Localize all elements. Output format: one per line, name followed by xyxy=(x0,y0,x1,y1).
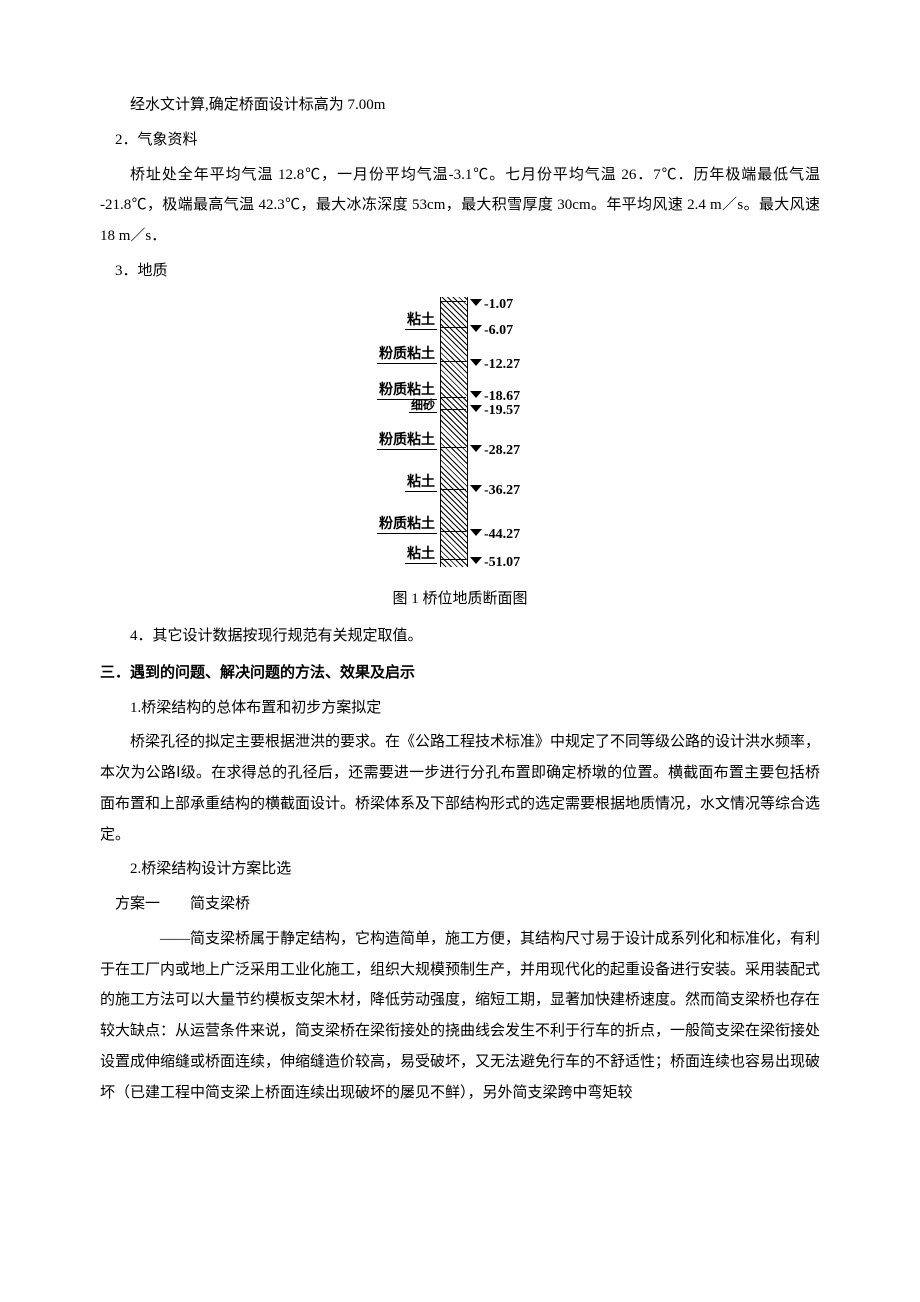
marker-icon xyxy=(470,557,482,564)
geology-figure: -1.07 粘土 -6.07 粉质粘土 -12.27 粉质粘土 -18.67 细… xyxy=(100,297,820,579)
depth-label: -12.27 xyxy=(470,357,520,374)
depth-label: -44.27 xyxy=(470,527,520,544)
paragraph-hydro: 经水文计算,确定桥面设计标高为 7.00m xyxy=(100,90,820,121)
soil-name-label: 粘土 xyxy=(405,547,437,565)
paragraph-scheme-1: ——简支梁桥属于静定结构，它构造简单，施工方便，其结构尺寸易于设计成系列化和标准… xyxy=(100,924,820,1109)
depth-label: -6.07 xyxy=(470,323,513,340)
page-content: 经水文计算,确定桥面设计标高为 7.00m 2．气象资料 桥址处全年平均气温 1… xyxy=(0,0,920,1152)
paragraph-other-data: 4．其它设计数据按现行规范有关规定取值。 xyxy=(100,621,820,652)
marker-icon xyxy=(470,405,482,412)
layer-boundary xyxy=(440,397,466,398)
marker-icon xyxy=(470,359,482,366)
scheme-1-title: 方案一 简支梁桥 xyxy=(100,889,820,920)
soil-column-strip xyxy=(440,297,468,567)
soil-name-label: 粉质粘土 xyxy=(377,347,437,365)
depth-label: -36.27 xyxy=(470,483,520,500)
heading-climate: 2．气象资料 xyxy=(100,125,820,156)
soil-name-label: 细砂 xyxy=(409,398,437,413)
marker-icon xyxy=(470,445,482,452)
marker-icon xyxy=(470,325,482,332)
geology-column-diagram: -1.07 粘土 -6.07 粉质粘土 -12.27 粉质粘土 -18.67 细… xyxy=(330,297,590,567)
heading-geology: 3．地质 xyxy=(100,256,820,287)
depth-label: -51.07 xyxy=(470,555,520,572)
layer-boundary xyxy=(440,447,466,448)
depth-label: -19.57 xyxy=(470,403,520,420)
marker-icon xyxy=(470,299,482,306)
figure-caption: 图 1 桥位地质断面图 xyxy=(100,584,820,615)
layer-boundary xyxy=(440,559,466,560)
depth-label: -1.07 xyxy=(470,297,513,314)
soil-name-label: 粘土 xyxy=(405,475,437,493)
subhead-layout: 1.桥梁结构的总体布置和初步方案拟定 xyxy=(100,693,820,724)
section-heading-3: 三．遇到的问题、解决问题的方法、效果及启示 xyxy=(100,658,820,689)
paragraph-layout: 桥梁孔径的拟定主要根据泄洪的要求。在《公路工程技术标准》中规定了不同等级公路的设… xyxy=(100,727,820,850)
soil-name-label: 粉质粘土 xyxy=(377,517,437,535)
marker-icon xyxy=(470,529,482,536)
layer-boundary xyxy=(440,409,466,410)
layer-boundary xyxy=(440,489,466,490)
layer-boundary xyxy=(440,361,466,362)
marker-icon xyxy=(470,391,482,398)
layer-boundary xyxy=(440,327,466,328)
layer-boundary xyxy=(440,301,466,302)
marker-icon xyxy=(470,485,482,492)
layer-boundary xyxy=(440,531,466,532)
subhead-compare: 2.桥梁结构设计方案比选 xyxy=(100,854,820,885)
paragraph-climate: 桥址处全年平均气温 12.8℃，一月份平均气温-3.1℃。七月份平均气温 26．… xyxy=(100,160,820,252)
depth-label: -28.27 xyxy=(470,443,520,460)
soil-name-label: 粉质粘土 xyxy=(377,433,437,451)
soil-name-label: 粘土 xyxy=(405,313,437,331)
